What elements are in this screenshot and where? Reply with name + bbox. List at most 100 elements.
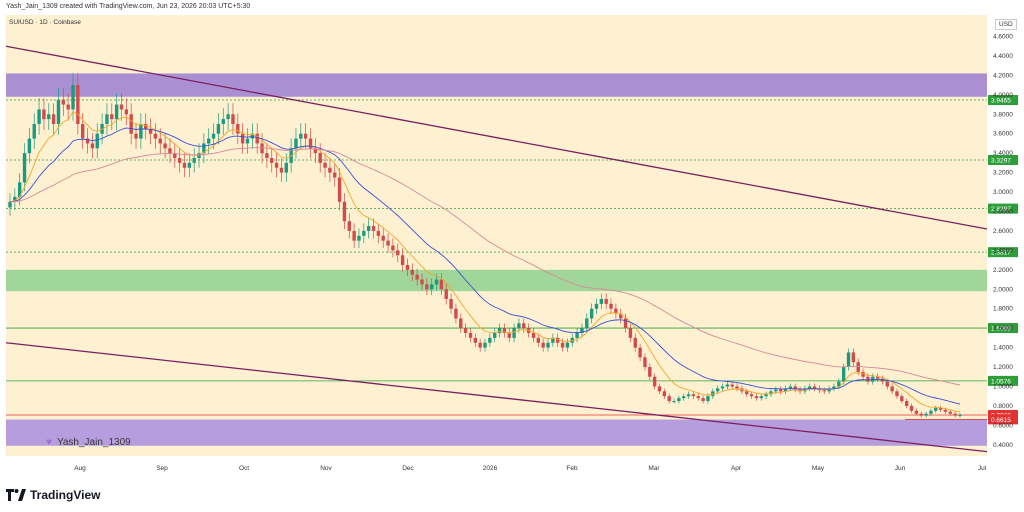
candle-body	[177, 158, 182, 163]
candle-body	[943, 409, 948, 412]
candle-body	[105, 114, 109, 124]
candle-body	[914, 410, 919, 414]
heart-icon: ♥	[46, 437, 52, 448]
candle-body	[163, 143, 167, 149]
y-tick-label: 4.2000	[993, 72, 1013, 79]
price-badge	[988, 414, 1018, 425]
candle-body	[720, 386, 725, 389]
y-tick-label: 0.8000	[993, 403, 1013, 410]
candle-body	[560, 342, 565, 348]
candle-body	[386, 240, 390, 246]
x-tick-label: May	[812, 465, 825, 472]
candle-body	[449, 298, 453, 309]
candle-body	[749, 394, 754, 397]
candle-body	[274, 162, 279, 168]
candle-body	[759, 396, 763, 399]
y-tick-label: 2.8000	[993, 208, 1013, 215]
y-tick-label: 2.0000	[993, 286, 1013, 293]
candle-body	[396, 250, 400, 256]
candle-body	[148, 128, 153, 134]
x-tick-label: Aug	[74, 465, 86, 472]
candle-body	[769, 391, 773, 395]
candle-body	[294, 138, 298, 149]
y-tick-label: 1.6000	[993, 325, 1013, 332]
tradingview-logo[interactable]: TradingView	[6, 488, 100, 502]
level-label: 3.9465	[991, 98, 1011, 105]
candle-body	[691, 394, 696, 397]
candle-body	[463, 328, 468, 334]
candle-body	[337, 177, 342, 202]
y-tick-label: 3.8000	[993, 111, 1013, 118]
candle-body	[507, 333, 511, 338]
candle-body	[85, 138, 90, 144]
candle-body	[468, 333, 473, 338]
candle-body	[575, 333, 579, 338]
ema-mid-line	[9, 127, 961, 405]
candle-body	[134, 133, 138, 139]
candle-body	[924, 413, 928, 416]
candle-body	[8, 201, 12, 208]
candle-body	[158, 138, 162, 144]
candle-body	[551, 337, 555, 343]
candle-body	[81, 123, 85, 139]
y-tick-label: 2.6000	[993, 228, 1013, 235]
level-badge	[988, 323, 1018, 334]
candle-body	[502, 328, 507, 334]
candle-body	[948, 411, 953, 414]
candle-body	[832, 386, 836, 389]
candle-body	[851, 352, 856, 363]
candle-body	[303, 133, 308, 139]
candle-body	[556, 337, 560, 343]
x-tick-label: Nov	[320, 465, 332, 472]
candle-body	[260, 143, 264, 154]
candle-body	[192, 158, 196, 163]
candle-body	[725, 384, 730, 387]
y-tick-label: 4.0000	[993, 92, 1013, 99]
candle-body	[352, 230, 356, 241]
level-label: 2.8297	[991, 206, 1011, 213]
ema-slow-line	[9, 147, 961, 386]
x-tick-label: 2026	[483, 465, 498, 472]
candle-body	[110, 114, 114, 120]
level-badge	[988, 247, 1018, 258]
candle-body	[715, 388, 720, 392]
candle-body	[478, 342, 482, 348]
candle-body	[245, 138, 250, 144]
candle-body	[168, 148, 172, 154]
y-tick-label: 2.2000	[993, 267, 1013, 274]
candle-body	[735, 386, 739, 389]
candle-body	[459, 318, 463, 329]
y-tick-label: 3.6000	[993, 131, 1013, 138]
candle-body	[17, 182, 22, 197]
candle-body	[652, 376, 657, 387]
channel-line-lower	[5, 342, 988, 453]
candle-body	[114, 104, 119, 120]
candle-body	[299, 133, 303, 139]
candle-body	[585, 318, 589, 329]
candle-body	[536, 337, 541, 343]
candle-body	[904, 401, 909, 406]
candle-body	[483, 342, 487, 348]
author-watermark: ♥ Yash_Jain_1309	[46, 437, 131, 448]
candle-body	[488, 337, 492, 343]
candle-body	[173, 153, 177, 159]
level-badge	[988, 203, 1018, 214]
level-label: 2.3817	[991, 250, 1011, 257]
candle-body	[342, 201, 347, 222]
candle-body	[541, 342, 545, 348]
candle-body	[657, 386, 662, 392]
y-tick-label: 1.4000	[993, 345, 1013, 352]
candle-body	[793, 386, 797, 390]
candle-body	[890, 386, 894, 392]
candle-body	[531, 333, 536, 338]
price-label: 0.6615	[991, 417, 1011, 424]
candle-body	[938, 407, 943, 410]
candle-body	[129, 114, 133, 134]
candle-body	[745, 391, 749, 395]
candle-body	[362, 230, 366, 236]
symbol-title: SUIUSD · 1D · Coinbase	[9, 19, 81, 26]
candle-body	[240, 133, 245, 144]
currency-button[interactable]: USD	[995, 19, 1017, 30]
y-tick-label: 3.2000	[993, 170, 1013, 177]
